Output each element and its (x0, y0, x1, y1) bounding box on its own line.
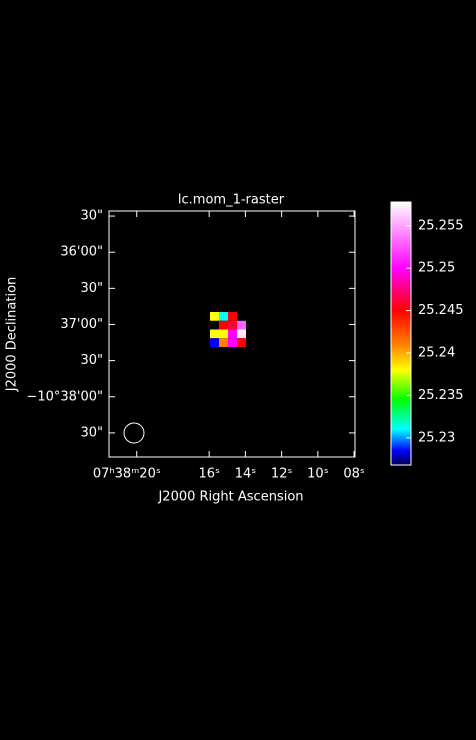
x-tick-label: 08ˢ (343, 467, 365, 482)
y-tick-label: 30" (80, 209, 103, 224)
raster-cell (210, 329, 219, 339)
colorbar-tick-label: 25.245 (418, 303, 464, 318)
raster-cell (228, 338, 237, 347)
raster-cell (237, 338, 246, 347)
colorbar-tick-label: 25.23 (418, 430, 455, 445)
chart-title: lc.mom_1-raster (178, 193, 285, 208)
y-tick-label: 37'00" (60, 317, 103, 332)
colorbar-tick-label: 25.25 (418, 261, 455, 276)
colorbar-tick-label: 25.235 (418, 388, 464, 403)
plot-frame (108, 210, 356, 458)
x-tick-label: 10ˢ (307, 467, 329, 482)
beam (123, 422, 145, 444)
raster-cell (219, 312, 228, 321)
raster-cell (237, 329, 246, 339)
y-tick-label: 30" (80, 281, 103, 296)
colorbar (390, 201, 412, 466)
y-axis-label: J2000 Declination (5, 277, 20, 393)
raster-cell (219, 329, 228, 339)
x-tick-label: 16ˢ (198, 467, 220, 482)
raster-cell (228, 329, 237, 339)
y-tick-label: 30" (80, 353, 103, 368)
raster-cell (210, 312, 219, 321)
raster-cell (228, 312, 237, 321)
raster-cell (210, 338, 219, 347)
raster-cell (237, 320, 246, 330)
raster-cell (219, 320, 228, 330)
y-tick-label: 36'00" (60, 245, 103, 260)
x-tick-label: 07ʰ38ᵐ20ˢ (93, 467, 161, 482)
colorbar-tick-label: 25.24 (418, 346, 455, 361)
raster-cell (219, 338, 228, 347)
x-tick-label: 14ˢ (235, 467, 257, 482)
x-tick-label: 12ˢ (271, 467, 293, 482)
colorbar-tick-label: 25.255 (418, 218, 464, 233)
raster-cell (228, 320, 237, 330)
y-tick-label: −10°38'00" (26, 389, 103, 404)
y-tick-label: 30" (80, 425, 103, 440)
x-axis-label: J2000 Right Ascension (157, 490, 303, 505)
